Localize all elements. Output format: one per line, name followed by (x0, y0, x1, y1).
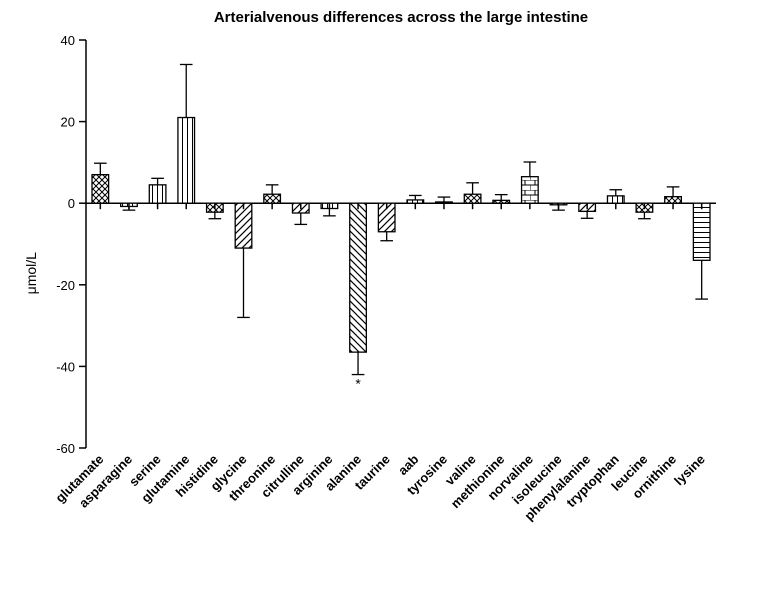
bar (92, 175, 109, 204)
bar (149, 185, 166, 203)
y-tick-label: -40 (56, 359, 75, 374)
bar (350, 203, 367, 352)
y-tick-label: 0 (68, 196, 75, 211)
y-axis-label: μmol/L (23, 252, 39, 295)
x-category-label: lysine (671, 452, 708, 489)
y-tick-label: -20 (56, 278, 75, 293)
bar (178, 118, 195, 204)
bar (464, 194, 481, 203)
y-tick-label: 20 (61, 115, 75, 130)
bar (235, 203, 252, 248)
bar (493, 200, 510, 203)
bar (264, 194, 281, 203)
chart-title: Arterialvenous differences across the la… (214, 9, 588, 26)
y-tick-label: 40 (61, 33, 75, 48)
bar (607, 196, 624, 203)
chart-container: { "chart": { "type": "bar", "title": "Ar… (0, 0, 767, 603)
bar (436, 202, 453, 203)
bar (407, 200, 424, 203)
annotation-star: * (355, 376, 361, 392)
bar (522, 177, 539, 204)
bar (693, 203, 710, 260)
bar (665, 197, 682, 204)
chart-svg: Arterialvenous differences across the la… (0, 0, 767, 603)
y-tick-label: -60 (56, 441, 75, 456)
